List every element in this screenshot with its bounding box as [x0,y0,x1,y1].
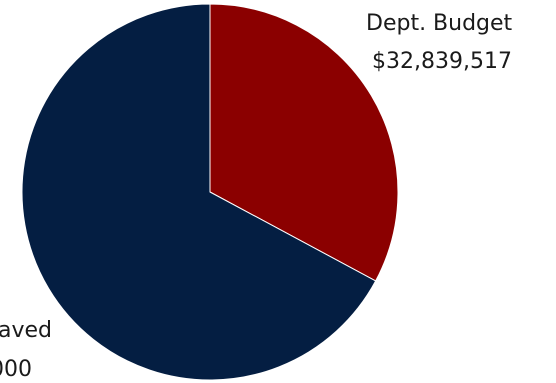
slice-value-saved: 000 [0,357,32,382]
slice-value-dept-budget: $32,839,517 [372,49,512,74]
slice-label-dept-budget: Dept. Budget [366,11,513,36]
pie-slice-0 [209,3,399,282]
slice-label-saved: aved [0,318,52,343]
slices-layer [21,3,399,381]
labels-layer: Dept. Budget $32,839,517 aved 000 [0,11,513,382]
pie-slice-1 [21,3,377,381]
